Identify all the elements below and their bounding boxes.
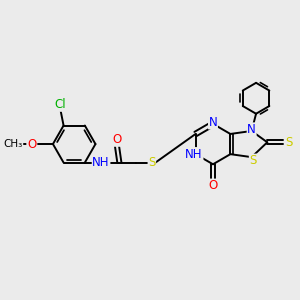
Text: S: S xyxy=(148,156,155,169)
Text: O: O xyxy=(27,138,36,151)
Text: N: N xyxy=(247,123,256,136)
Text: O: O xyxy=(208,179,217,192)
Text: CH₃: CH₃ xyxy=(4,139,23,149)
Text: NH: NH xyxy=(92,156,110,169)
Text: S: S xyxy=(249,154,257,167)
Text: NH: NH xyxy=(185,148,203,161)
Text: N: N xyxy=(208,116,217,129)
Text: O: O xyxy=(112,133,122,146)
Text: Cl: Cl xyxy=(55,98,66,111)
Text: S: S xyxy=(285,136,292,149)
